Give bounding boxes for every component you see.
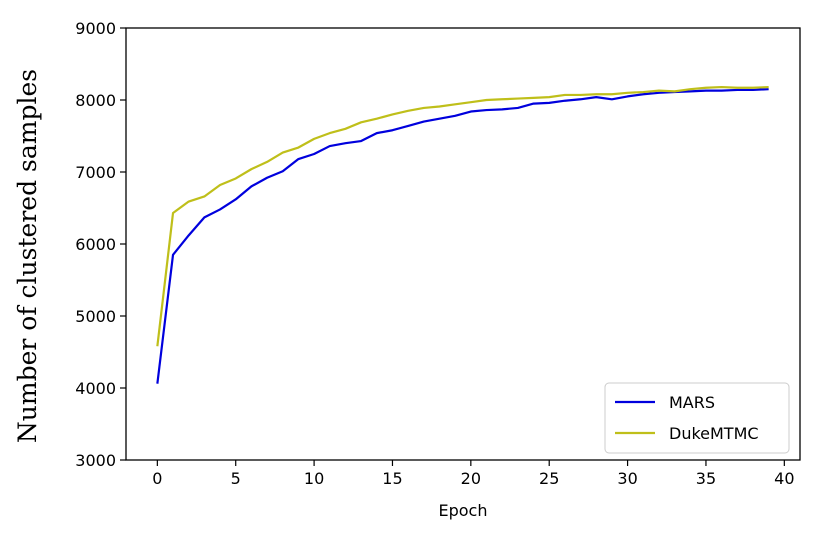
legend-label-dukemtmc: DukeMTMC [669, 424, 759, 443]
x-axis-ticks: 0 5 10 15 20 25 30 35 40 [152, 460, 795, 488]
x-tick-label: 10 [304, 469, 324, 488]
y-tick-label: 8000 [75, 91, 116, 110]
legend: MARS DukeMTMC [604, 382, 790, 454]
x-tick-label: 20 [461, 469, 481, 488]
series-line-dukemtmc [156, 85, 769, 347]
y-tick-label: 5000 [75, 307, 116, 326]
x-tick-label: 15 [382, 469, 402, 488]
series-layer [156, 85, 769, 384]
y-tick-label: 3000 [75, 451, 116, 470]
series-line-mars [156, 88, 769, 384]
x-tick-label: 25 [539, 469, 559, 488]
legend-label-mars: MARS [669, 393, 715, 412]
legend-box [604, 382, 790, 454]
x-tick-label: 0 [152, 469, 162, 488]
y-axis-ticks: 3000 4000 5000 6000 7000 8000 9000 [75, 19, 126, 470]
y-axis-label: Number of clustered samples [13, 69, 42, 443]
x-tick-label: 35 [696, 469, 716, 488]
x-tick-label: 40 [774, 469, 794, 488]
x-axis-label: Epoch [439, 501, 488, 520]
y-tick-label: 6000 [75, 235, 116, 254]
x-tick-label: 30 [617, 469, 637, 488]
y-tick-label: 9000 [75, 19, 116, 38]
y-tick-label: 7000 [75, 163, 116, 182]
x-tick-label: 5 [231, 469, 241, 488]
y-tick-label: 4000 [75, 379, 116, 398]
